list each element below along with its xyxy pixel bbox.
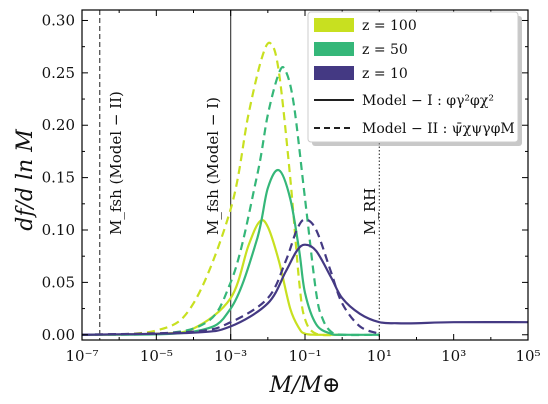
x-axis-title: M/M⊕ xyxy=(269,373,341,398)
y-tick-label: 0.00 xyxy=(42,326,75,344)
y-tick-label: 0.10 xyxy=(42,221,75,239)
legend: z = 100 z = 50 z = 10 Model − I : φγ²φχ²… xyxy=(307,11,522,146)
legend-box xyxy=(307,11,519,143)
legend-label-model-i: Model − I : φγ²φχ² xyxy=(362,93,494,109)
vline-label-model-ii: M_fsh (Model − II) xyxy=(107,91,125,235)
y-tick-label: 0.15 xyxy=(42,169,75,187)
x-tick-label: 10³ xyxy=(441,347,466,365)
x-tick-label: 10⁻⁵ xyxy=(140,347,173,365)
plot-lines xyxy=(81,10,529,340)
x-tick-label: 10¹ xyxy=(367,347,392,365)
axis-ticks: 10⁻⁷ 10⁻⁵ 10⁻³ 10⁻¹ 10¹ 10³ 10⁵ 0.00 0.05 0.10 0.1… xyxy=(42,10,541,365)
series-line-3 xyxy=(81,65,380,337)
legend-label-z50: z = 50 xyxy=(362,42,408,58)
series-line-2 xyxy=(81,168,380,336)
x-tick-label: 10⁵ xyxy=(515,347,540,365)
vline-label-model-i: M_fsh (Model − I) xyxy=(204,97,222,235)
y-tick-label: 0.30 xyxy=(42,11,75,29)
legend-swatch-z10 xyxy=(314,66,354,80)
y-tick-label: 0.05 xyxy=(42,273,75,291)
y-tick-label: 0.25 xyxy=(42,64,75,82)
legend-label-model-ii: Model − II : ψ̄χψγφM xyxy=(362,121,515,137)
legend-label-z100: z = 100 xyxy=(362,18,417,34)
vline-label-rh: M_RH xyxy=(361,188,379,235)
x-tick-label: 10⁻³ xyxy=(214,347,247,365)
y-tick-label: 0.20 xyxy=(42,116,75,134)
legend-swatch-z50 xyxy=(314,42,354,56)
series-line-1 xyxy=(81,41,343,337)
y-axis-title: df/d ln M xyxy=(13,129,38,231)
legend-swatch-z100 xyxy=(314,18,354,32)
series-line-4 xyxy=(81,243,529,336)
x-tick-label: 10⁻⁷ xyxy=(65,347,98,365)
legend-label-z10: z = 10 xyxy=(362,66,408,82)
x-tick-label: 10⁻¹ xyxy=(288,347,321,365)
series-line-5 xyxy=(81,218,380,336)
